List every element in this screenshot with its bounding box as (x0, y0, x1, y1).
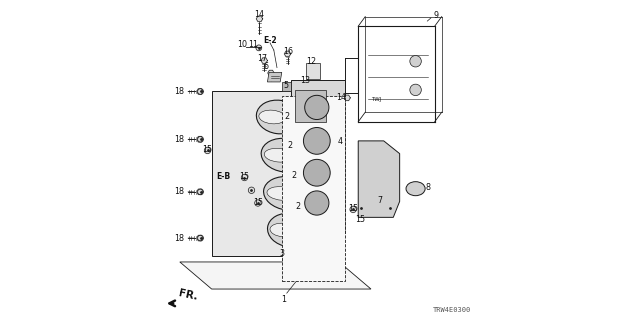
Polygon shape (294, 90, 326, 122)
Circle shape (410, 84, 421, 96)
Ellipse shape (268, 213, 312, 247)
Polygon shape (284, 51, 291, 57)
Text: 18: 18 (174, 234, 184, 243)
Text: 17: 17 (257, 53, 268, 62)
Polygon shape (268, 72, 282, 82)
Circle shape (359, 205, 364, 210)
Circle shape (305, 95, 329, 120)
Ellipse shape (264, 148, 293, 162)
Polygon shape (256, 16, 262, 22)
Polygon shape (306, 63, 320, 79)
Polygon shape (212, 92, 298, 256)
Circle shape (284, 105, 314, 135)
Text: 4: 4 (337, 137, 342, 146)
Polygon shape (282, 96, 346, 281)
Text: 6: 6 (264, 62, 269, 71)
Text: 15: 15 (239, 172, 250, 181)
Ellipse shape (259, 110, 285, 124)
Ellipse shape (270, 223, 297, 237)
Text: E-2: E-2 (263, 36, 276, 45)
Polygon shape (358, 141, 399, 217)
Circle shape (388, 205, 393, 210)
Circle shape (284, 245, 314, 276)
Text: 10: 10 (237, 40, 247, 49)
Text: 14: 14 (254, 10, 264, 19)
Text: 14: 14 (336, 93, 346, 102)
Text: 18: 18 (174, 135, 184, 144)
Circle shape (301, 195, 331, 224)
Circle shape (410, 55, 421, 67)
Circle shape (256, 45, 262, 51)
Circle shape (255, 200, 261, 206)
Text: FR.: FR. (177, 288, 198, 302)
Circle shape (303, 127, 330, 154)
Polygon shape (282, 82, 291, 92)
Text: 7: 7 (378, 196, 383, 205)
Text: 11: 11 (248, 40, 258, 49)
Text: 1: 1 (281, 295, 286, 304)
Circle shape (295, 162, 329, 196)
Circle shape (204, 147, 211, 154)
Text: 15: 15 (348, 204, 358, 213)
Circle shape (198, 89, 204, 94)
Polygon shape (196, 137, 203, 142)
Text: 2: 2 (291, 172, 296, 180)
Ellipse shape (261, 138, 308, 172)
Polygon shape (180, 262, 371, 289)
Text: 18: 18 (174, 87, 184, 96)
Polygon shape (196, 189, 203, 195)
Text: 9: 9 (434, 11, 439, 20)
Text: 2: 2 (288, 141, 293, 150)
Text: 16: 16 (283, 46, 293, 56)
Text: 2: 2 (295, 202, 300, 211)
Text: TWJ: TWJ (371, 97, 381, 102)
Circle shape (305, 191, 329, 215)
Polygon shape (344, 95, 350, 100)
Text: 2: 2 (285, 112, 290, 121)
Polygon shape (196, 89, 203, 94)
Polygon shape (196, 235, 203, 241)
Text: TRW4E0300: TRW4E0300 (433, 307, 471, 313)
Text: E-B: E-B (216, 172, 230, 181)
Text: 18: 18 (174, 188, 184, 196)
Circle shape (412, 186, 419, 192)
Ellipse shape (406, 182, 425, 196)
Text: 5: 5 (284, 81, 289, 90)
Text: 15: 15 (355, 215, 365, 224)
Polygon shape (268, 70, 274, 76)
Text: 13: 13 (300, 76, 310, 85)
Ellipse shape (257, 100, 301, 134)
Text: 3: 3 (280, 249, 285, 258)
Circle shape (198, 189, 204, 195)
Circle shape (350, 206, 356, 212)
Circle shape (198, 235, 204, 241)
Polygon shape (261, 58, 268, 63)
Ellipse shape (267, 187, 296, 200)
Circle shape (365, 172, 380, 186)
Circle shape (303, 159, 330, 186)
Text: 15: 15 (202, 145, 212, 154)
Ellipse shape (264, 177, 313, 210)
Text: 15: 15 (253, 197, 263, 206)
Text: 8: 8 (425, 183, 430, 192)
Circle shape (248, 187, 255, 194)
Circle shape (291, 132, 324, 166)
Polygon shape (291, 80, 346, 233)
Circle shape (241, 174, 248, 181)
Text: 12: 12 (307, 57, 317, 66)
Circle shape (198, 136, 204, 142)
